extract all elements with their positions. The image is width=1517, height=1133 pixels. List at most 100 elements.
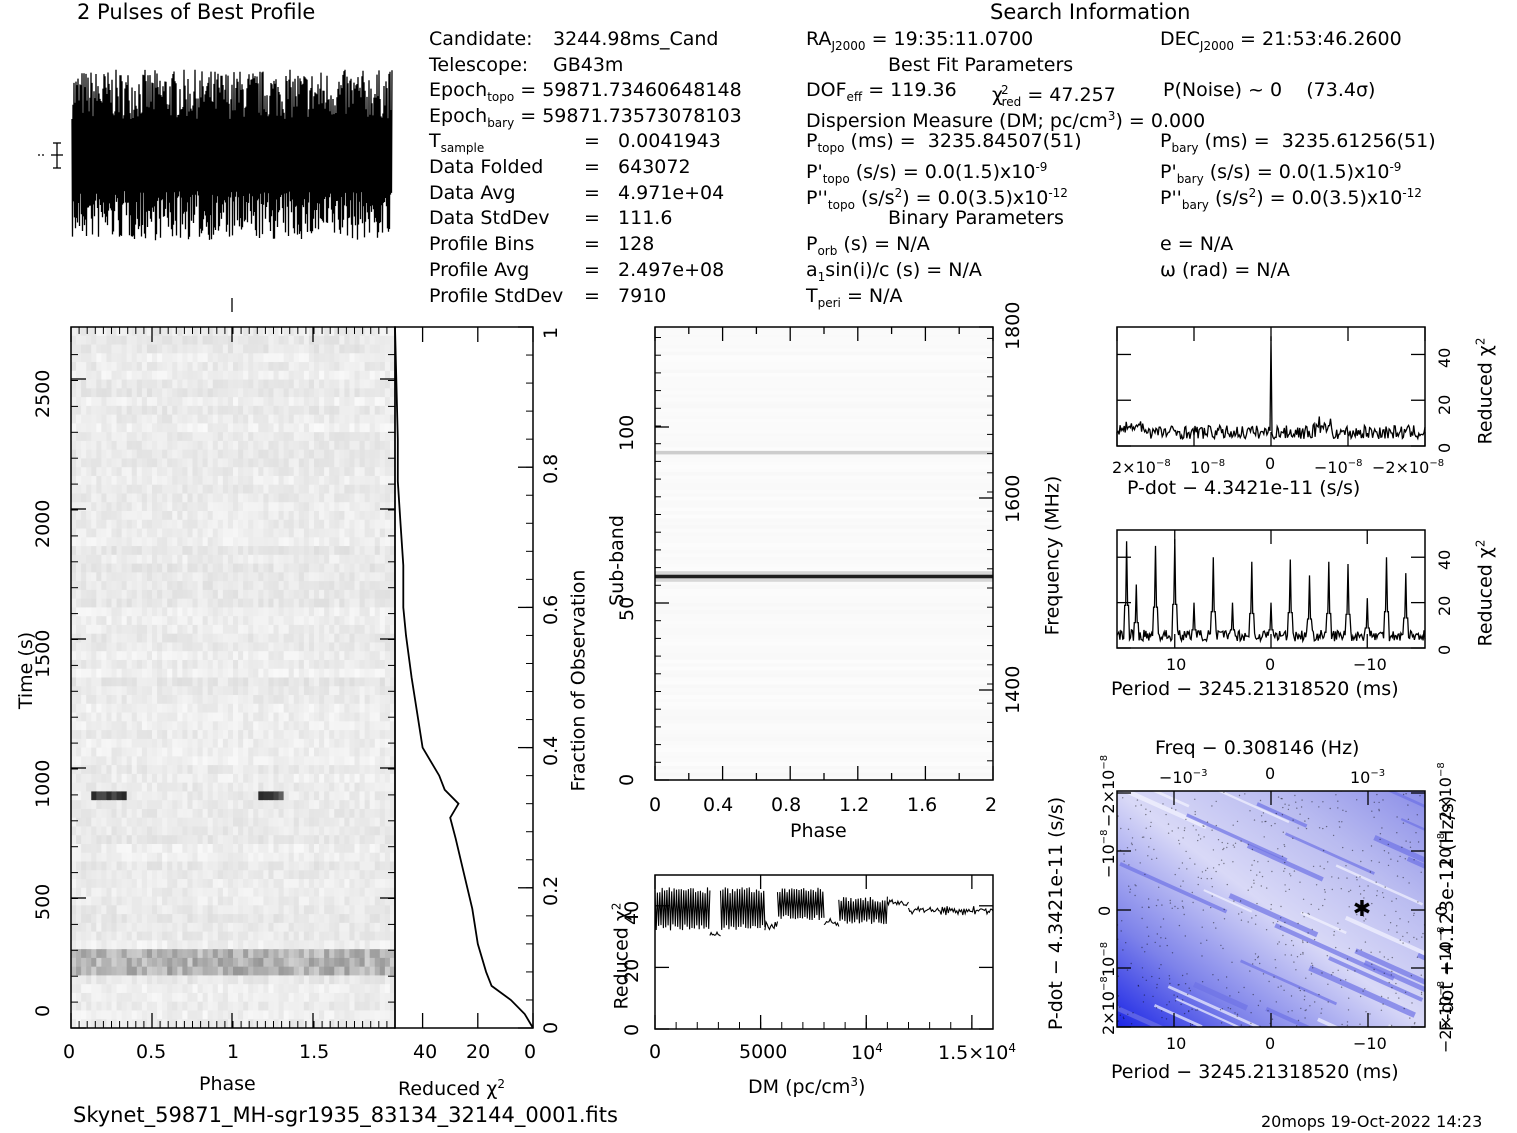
time-phase-cell xyxy=(106,712,112,722)
time-phase-cell xyxy=(197,598,204,608)
tsample-label: T xyxy=(429,130,441,152)
time-phase-cell xyxy=(329,756,335,766)
time-phase-cell xyxy=(233,405,239,416)
time-phase-cell xyxy=(126,563,133,573)
time-phase-cell xyxy=(369,896,376,906)
time-phase-cell xyxy=(96,546,102,556)
time-phase-cell xyxy=(263,546,269,556)
time-phase-cell xyxy=(177,370,183,380)
time-phase-cell xyxy=(152,712,158,722)
time-phase-cell xyxy=(374,432,381,442)
time-phase-cell xyxy=(217,572,224,582)
time-phase-cell xyxy=(374,327,381,337)
time-phase-cell xyxy=(278,397,285,407)
time-phase-cell xyxy=(379,817,386,827)
time-phase-cell xyxy=(339,712,345,722)
time-phase-cell xyxy=(324,327,330,337)
time-phase-cell xyxy=(324,484,330,494)
time-phase-cell xyxy=(212,773,219,784)
time-phase-cell xyxy=(349,493,355,503)
time-phase-cell xyxy=(334,519,340,529)
time-phase-cell xyxy=(364,843,371,854)
time-phase-cell xyxy=(308,738,315,748)
time-phase-cell xyxy=(243,414,249,424)
time-phase-cell xyxy=(319,966,325,976)
time-phase-cell xyxy=(101,756,107,766)
time-phase-cell xyxy=(207,992,214,1003)
time-phase-cell xyxy=(339,484,345,494)
time-phase-cell xyxy=(136,493,143,503)
time-phase-cell xyxy=(131,563,138,573)
time-phase-cell xyxy=(121,572,128,582)
time-phase-cell xyxy=(349,966,355,976)
time-phase-cell xyxy=(76,791,82,801)
time-phase-cell xyxy=(192,782,198,792)
time-phase-cell xyxy=(233,607,239,617)
time-phase-cell xyxy=(268,738,274,748)
time-phase-cell xyxy=(146,817,153,827)
time-phase-cell xyxy=(298,738,305,748)
time-phase-cell xyxy=(101,379,107,389)
time-phase-cell xyxy=(121,966,128,976)
time-phase-cell xyxy=(334,335,340,345)
time-phase-cell xyxy=(207,572,214,582)
time-phase-cell xyxy=(131,624,138,635)
time-phase-cell xyxy=(106,484,112,494)
time-phase-cell xyxy=(344,405,350,416)
time-phase-cell xyxy=(121,730,128,740)
time-phase-cell xyxy=(116,677,123,687)
time-phase-cell xyxy=(233,388,239,398)
time-phase-cell xyxy=(314,922,320,933)
time-phase-cell xyxy=(111,668,117,678)
time-phase-cell xyxy=(379,432,386,442)
time-phase-cell xyxy=(283,563,290,573)
time-phase-cell xyxy=(374,887,381,897)
time-phase-cell xyxy=(233,432,239,442)
epoch-topo-sub: topo xyxy=(487,90,515,104)
time-phase-cell xyxy=(329,572,335,582)
time-phase-cell xyxy=(86,800,92,810)
time-phase-cell xyxy=(76,984,82,994)
time-phase-cell xyxy=(248,642,254,652)
time-phase-cell xyxy=(81,747,87,757)
time-phase-cell xyxy=(354,808,360,819)
time-phase-cell xyxy=(233,651,239,661)
time-phase-cell xyxy=(298,449,305,459)
time-phase-cell xyxy=(288,379,295,389)
time-phase-cell xyxy=(314,589,320,600)
time-phase-cell xyxy=(91,388,97,398)
time-phase-cell xyxy=(263,563,269,573)
time-phase-cell xyxy=(314,493,320,503)
time-phase-cell xyxy=(319,423,325,433)
time-phase-cell xyxy=(202,519,209,529)
time-phase-cell xyxy=(131,738,138,748)
time-phase-cell xyxy=(192,344,198,354)
time-phase-cell xyxy=(177,922,183,933)
time-phase-cell xyxy=(283,765,290,775)
time-phase-cell xyxy=(227,791,234,801)
time-phase-cell xyxy=(364,922,371,933)
time-phase-cell xyxy=(344,432,350,442)
time-phase-cell xyxy=(197,581,204,591)
time-phase-cell xyxy=(344,651,350,661)
time-phase-cell xyxy=(293,703,300,713)
time-phase-cell xyxy=(233,467,239,477)
data-std-label: Data StdDev xyxy=(429,207,550,229)
time-phase-cell xyxy=(101,388,107,398)
time-phase-cell xyxy=(374,449,381,459)
time-phase-cell xyxy=(293,432,300,442)
time-phase-cell xyxy=(293,765,300,775)
time-phase-cell xyxy=(374,335,381,345)
time-phase-cell xyxy=(167,589,173,600)
time-phase-cell xyxy=(182,651,188,661)
time-phase-cell xyxy=(141,782,148,792)
time-phase-cell xyxy=(248,975,254,985)
time-phase-cell xyxy=(182,957,188,968)
time-phase-cell xyxy=(146,405,153,416)
time-phase-cell xyxy=(222,449,229,459)
time-phase-cell xyxy=(141,887,148,897)
time-phase-cell xyxy=(76,756,82,766)
time-phase-cell xyxy=(116,931,123,941)
time-phase-cell xyxy=(111,747,117,757)
time-phase-cell xyxy=(187,572,193,582)
